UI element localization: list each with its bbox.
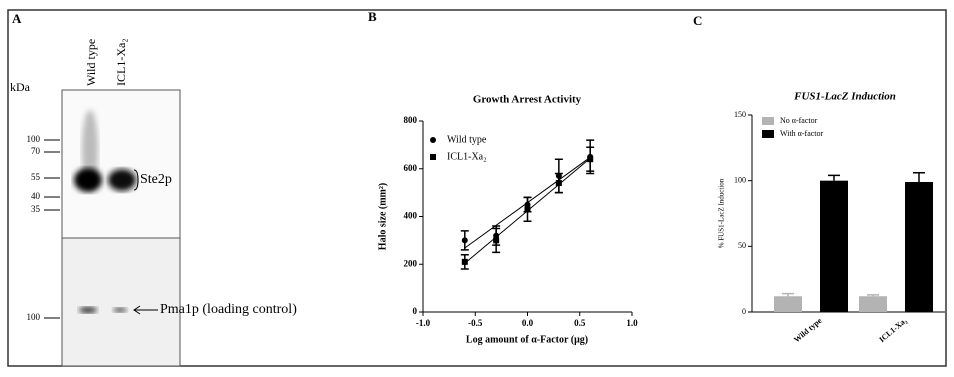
- x-tick-label: -0.5: [468, 318, 483, 328]
- legend-swatch: [762, 130, 774, 138]
- chart-title: FUS1-LacZ Induction: [793, 91, 896, 103]
- marker-label: 55: [31, 172, 41, 182]
- marker-label: 40: [31, 191, 41, 201]
- panel-letter: B: [368, 9, 377, 24]
- y-tick-label: 200: [404, 258, 418, 268]
- marker-label: 70: [31, 146, 41, 156]
- legend-label: Wild type: [447, 134, 487, 145]
- panel-letter: A: [12, 11, 22, 26]
- y-tick-label: 100: [734, 175, 746, 184]
- point: [462, 237, 468, 243]
- x-tick-label: -1.0: [416, 318, 431, 328]
- marker-label: 100: [27, 134, 41, 144]
- error-bar: [913, 173, 925, 182]
- marker-label: 100: [27, 312, 41, 322]
- band: [74, 168, 102, 192]
- blot-top: [62, 90, 180, 238]
- legend-marker: [430, 137, 436, 143]
- band-label: Pma1p (loading control): [160, 302, 297, 317]
- lane-label: ICL1-Xa₂: [114, 38, 128, 86]
- kda: kDa: [10, 80, 31, 94]
- legend-swatch: [762, 117, 774, 125]
- y-tick-label: 400: [404, 211, 418, 221]
- figure: A kDa Wild type ICL1-Xa₂ Ste2p Pma1p (lo…: [0, 0, 954, 372]
- marker-label: 35: [31, 204, 41, 214]
- legend-label: ICL1-Xa₂: [447, 151, 487, 162]
- panel-letter: C: [693, 13, 702, 28]
- y-axis-label: % FUS1-LacZ Induction: [718, 178, 726, 248]
- legend-label: No α-factor: [780, 116, 818, 125]
- y-tick-label: 0: [742, 307, 746, 316]
- x-tick-label: 0.0: [522, 318, 534, 328]
- x-tick-label: Wild type: [792, 316, 824, 345]
- bar: [820, 181, 848, 312]
- blot: [62, 90, 180, 366]
- y-tick-label: 600: [404, 163, 418, 173]
- point: [587, 156, 593, 162]
- error-bar: [867, 295, 879, 296]
- legend-label: With α-factor: [780, 129, 824, 138]
- band: [108, 169, 136, 191]
- x-tick-label: 1.0: [626, 318, 638, 328]
- band: [113, 308, 127, 313]
- bar: [859, 296, 887, 312]
- y-tick-label: 0: [413, 306, 418, 316]
- error-bar: [782, 294, 794, 297]
- bar: [774, 296, 802, 312]
- y-tick-label: 150: [734, 110, 746, 119]
- x-tick-label: 0.5: [574, 318, 586, 328]
- fit-line: [465, 158, 590, 263]
- bar: [905, 182, 933, 312]
- band: [79, 307, 97, 313]
- x-tick-label: ICL1-Xa₂: [877, 316, 909, 345]
- chart-title: Growth Arrest Activity: [473, 94, 582, 106]
- y-tick-label: 50: [738, 241, 746, 250]
- lane-label: Wild type: [84, 39, 98, 86]
- y-axis-label: Halo size (mm²): [377, 183, 388, 250]
- error-bar: [828, 175, 840, 180]
- x-axis-label: Log amount of α-Factor (μg): [466, 334, 588, 345]
- band-label: Ste2p: [140, 172, 172, 187]
- y-tick-label: 800: [404, 115, 418, 125]
- legend-marker: [430, 154, 436, 160]
